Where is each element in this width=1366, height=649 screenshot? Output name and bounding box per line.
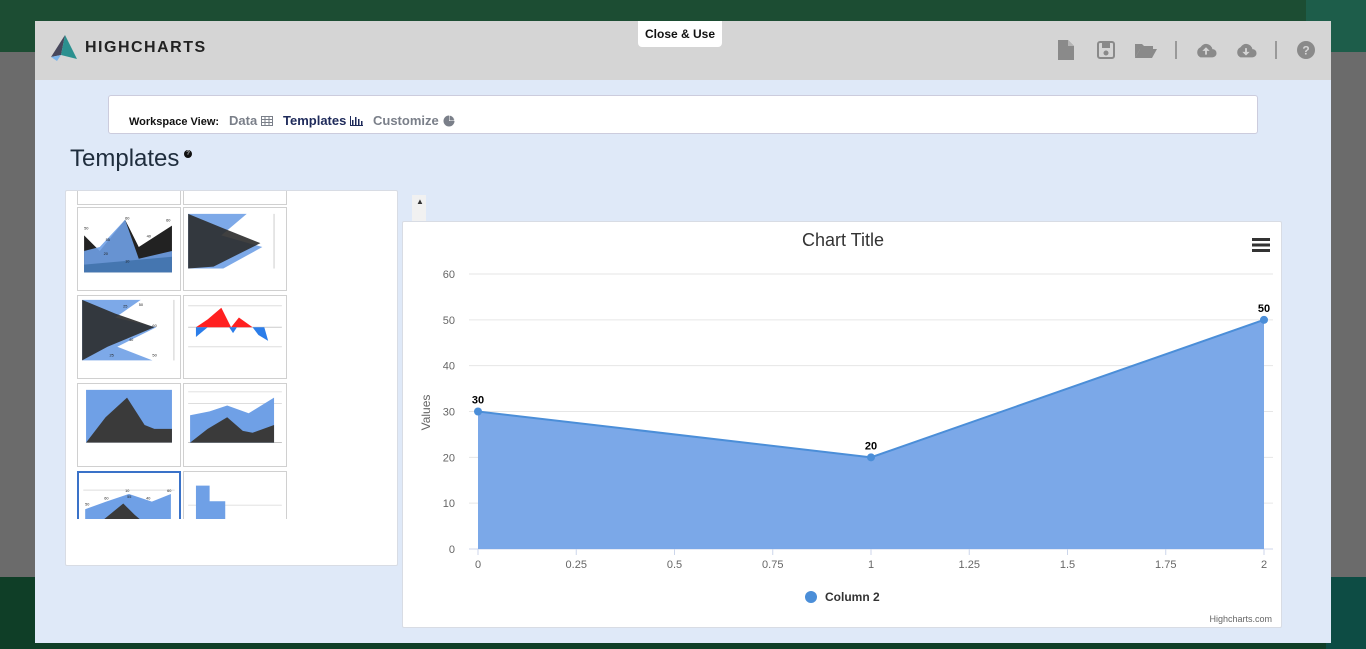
svg-text:50: 50: [152, 353, 157, 358]
y-tick-label: 60: [443, 269, 455, 281]
templates-help-icon[interactable]: ?: [184, 150, 192, 158]
svg-text:55: 55: [106, 237, 110, 242]
svg-text:60: 60: [152, 323, 157, 328]
x-tick-label: 0.75: [762, 559, 783, 571]
templates-heading: Templates: [70, 145, 180, 172]
workspace-view-bar: Workspace View: Data Templates Customize: [108, 95, 1258, 134]
chart-legend-item[interactable]: Column 2: [805, 590, 880, 604]
editor-toolbar: ?: [1037, 39, 1317, 61]
chart-title: Chart Title: [801, 230, 885, 250]
svg-text:20: 20: [104, 251, 109, 256]
svg-text:60: 60: [167, 489, 171, 493]
data-label: 20: [865, 440, 877, 452]
template-thumbnail-area-stacked[interactable]: [183, 383, 287, 467]
template-thumbnail-area-negative[interactable]: [183, 295, 287, 379]
svg-text:25: 25: [123, 304, 127, 309]
background-app-bottombar-accent: [1326, 577, 1366, 649]
highcharts-editor-modal: HIGHCHARTS Close & Use ?: [35, 21, 1331, 643]
x-tick-label: 1.25: [959, 559, 980, 571]
template-thumbnail-area-horizontal[interactable]: [183, 207, 287, 291]
legend-series-name: Column 2: [825, 590, 880, 604]
y-tick-label: 40: [443, 361, 455, 373]
series-point: [474, 407, 482, 416]
svg-text:?: ?: [1302, 44, 1309, 58]
y-tick-label: 50: [443, 315, 455, 327]
toolbar-divider: [1175, 41, 1177, 59]
cloud-upload-icon[interactable]: [1195, 39, 1217, 61]
svg-text:10: 10: [125, 259, 130, 264]
series-point: [867, 453, 875, 462]
x-tick-label: 0.25: [566, 559, 587, 571]
x-tick-label: 2: [1261, 559, 1267, 571]
new-file-icon[interactable]: [1055, 39, 1077, 61]
y-axis-title: Values: [419, 395, 433, 431]
template-thumbnail-area-basic[interactable]: [77, 383, 181, 467]
series-area-fill: [478, 319, 1264, 549]
y-tick-label: 30: [443, 407, 455, 419]
workspace-tab-templates-label: Templates: [283, 113, 347, 128]
y-tick-label: 10: [443, 498, 455, 510]
bar-chart-icon: [350, 115, 364, 126]
save-icon[interactable]: [1095, 39, 1117, 61]
y-tick-label: 0: [449, 544, 455, 556]
data-label: 50: [1258, 303, 1270, 315]
template-thumbnail-area-labels-selected[interactable]: 50 60 10 55 40 60: [77, 471, 181, 519]
svg-text:60: 60: [125, 216, 130, 221]
workspace-tab-customize[interactable]: Customize: [373, 113, 455, 128]
help-icon[interactable]: ?: [1295, 39, 1317, 61]
svg-text:40: 40: [147, 233, 152, 238]
chart-credits[interactable]: Highcharts.com: [1209, 614, 1272, 624]
svg-text:10: 10: [125, 489, 129, 493]
svg-text:50: 50: [84, 225, 89, 230]
scroll-up-arrow-icon[interactable]: ▲: [416, 197, 424, 206]
pie-chart-icon: [443, 115, 455, 126]
toolbar-divider: [1275, 41, 1277, 59]
svg-text:25: 25: [109, 353, 113, 358]
workspace-tab-customize-label: Customize: [373, 113, 439, 128]
workspace-tab-data-label: Data: [229, 113, 258, 128]
chart-preview-panel: 0 10 20 30 40 50 60 0 0.25 0.5 0.75 1 1.25 1.5 1.75 2 Va…: [402, 221, 1282, 628]
x-tick-label: 0: [475, 559, 481, 571]
data-label: 30: [472, 395, 484, 407]
series-point: [1260, 315, 1268, 324]
highcharts-logo: HIGHCHARTS: [49, 33, 207, 63]
legend-marker-icon: [805, 591, 817, 603]
modal-header: HIGHCHARTS Close & Use ?: [35, 21, 1331, 80]
workspace-view-label: Workspace View:: [129, 116, 220, 128]
chart-context-menu-icon[interactable]: [1252, 238, 1270, 252]
template-thumbnail[interactable]: [183, 191, 287, 205]
svg-text:60: 60: [166, 218, 171, 223]
workspace-tab-data[interactable]: Data: [229, 113, 274, 128]
x-tick-label: 1: [868, 559, 874, 571]
highcharts-logo-icon: [51, 35, 77, 61]
template-list-panel: 50 60 60 55 40 20 10: [65, 190, 426, 566]
svg-text:60: 60: [104, 497, 108, 501]
x-tick-label: 1.5: [1060, 559, 1075, 571]
template-thumbnail[interactable]: [77, 191, 181, 205]
cloud-download-icon[interactable]: [1235, 39, 1257, 61]
chart-preview-svg: 0 10 20 30 40 50 60 0 0.25 0.5 0.75 1 1.25 1.5 1.75 2 Va…: [419, 269, 1273, 571]
close-and-use-button[interactable]: Close & Use: [638, 21, 723, 47]
svg-text:55: 55: [127, 495, 131, 499]
template-thumbnail-area-inverted[interactable]: 50 60 60 55 40 20 10: [77, 207, 181, 291]
template-thumbnail-step[interactable]: [183, 471, 287, 519]
svg-text:40: 40: [146, 497, 150, 501]
brand-text: HIGHCHARTS: [85, 39, 207, 56]
svg-text:50: 50: [85, 502, 89, 506]
table-icon: [261, 115, 274, 126]
template-thumbnail-area-horizontal-labels[interactable]: 25 50 60 40 25 50: [77, 295, 181, 379]
svg-text:50: 50: [139, 302, 144, 307]
open-folder-icon[interactable]: [1135, 39, 1157, 61]
template-thumbnails: 50 60 60 55 40 20 10: [66, 191, 384, 519]
y-tick-label: 20: [443, 452, 455, 464]
svg-text:40: 40: [129, 337, 134, 342]
x-tick-label: 1.75: [1155, 559, 1176, 571]
x-tick-label: 0.5: [667, 559, 682, 571]
workspace-tab-templates[interactable]: Templates: [283, 113, 364, 128]
